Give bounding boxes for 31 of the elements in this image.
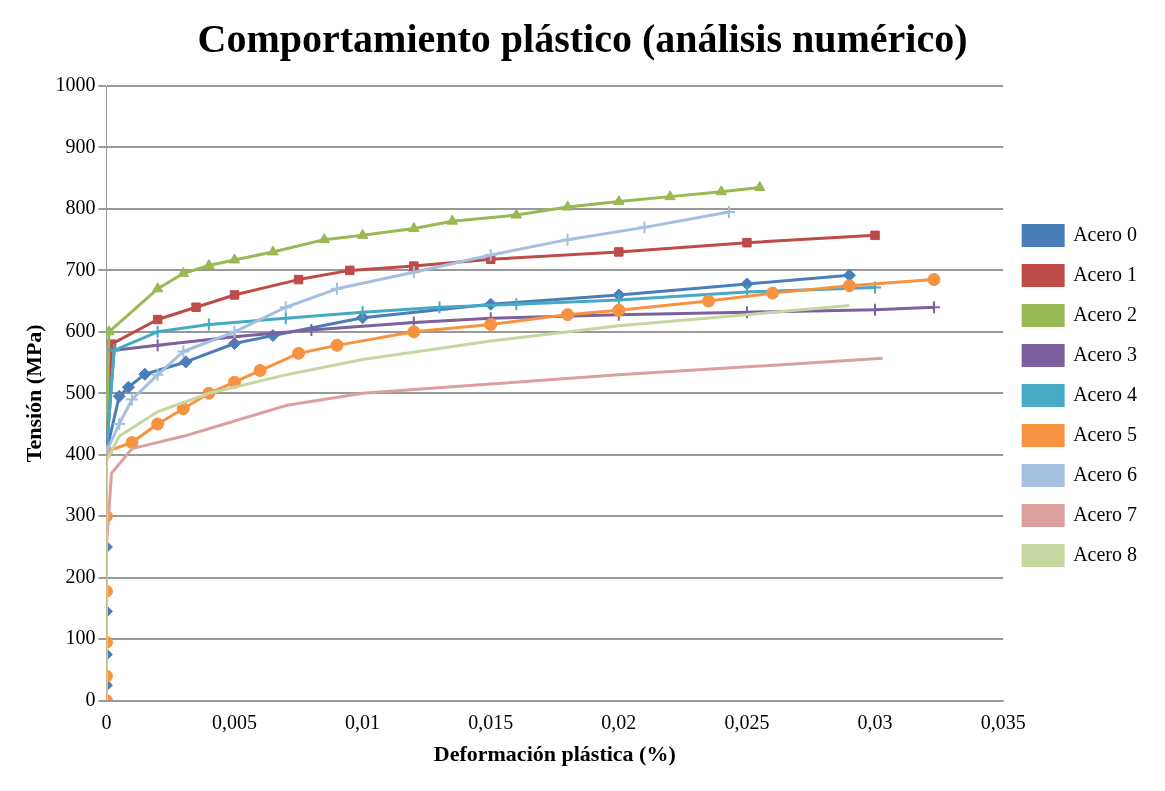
y-tick-label: 300 [65,503,96,526]
y-tick-label: 100 [65,626,96,649]
x-tick-label: 0,025 [724,710,770,733]
x-tick-label: 0,01 [345,710,381,733]
y-axis-title: Tensión (MPa) [20,324,46,463]
legend-label: Acero 3 [1073,342,1137,365]
x-tick-label: 0,015 [468,710,514,733]
legend-label: Acero 7 [1073,502,1137,525]
chart-title: Comportamiento plástico (análisis numérico) [197,16,968,62]
y-tick-label: 900 [65,134,96,157]
legend-label: Acero 4 [1073,382,1137,405]
x-tick-label: 0 [101,710,112,733]
y-tick-label: 400 [65,442,96,465]
y-tick-label: 800 [65,196,96,219]
y-tick-label: 500 [65,380,96,403]
x-axis-title: Deformación plástica (%) [433,741,676,767]
legend-label: Acero 8 [1073,542,1137,565]
legend-label: Acero 6 [1073,462,1137,485]
legend-label: Acero 1 [1073,262,1137,285]
x-tick-label: 0,02 [601,710,637,733]
y-tick-label: 1000 [55,73,96,96]
y-tick-label: 600 [65,319,96,342]
y-tick-label: 700 [65,257,96,280]
x-tick-label: 0,035 [980,710,1026,733]
legend-label: Acero 5 [1073,422,1137,445]
x-tick-label: 0,005 [212,710,258,733]
legend-label: Acero 2 [1073,302,1137,325]
y-tick-label: 0 [85,687,96,710]
legend-label: Acero 0 [1073,222,1137,245]
x-tick-label: 0,03 [857,710,893,733]
y-tick-label: 200 [65,564,96,587]
